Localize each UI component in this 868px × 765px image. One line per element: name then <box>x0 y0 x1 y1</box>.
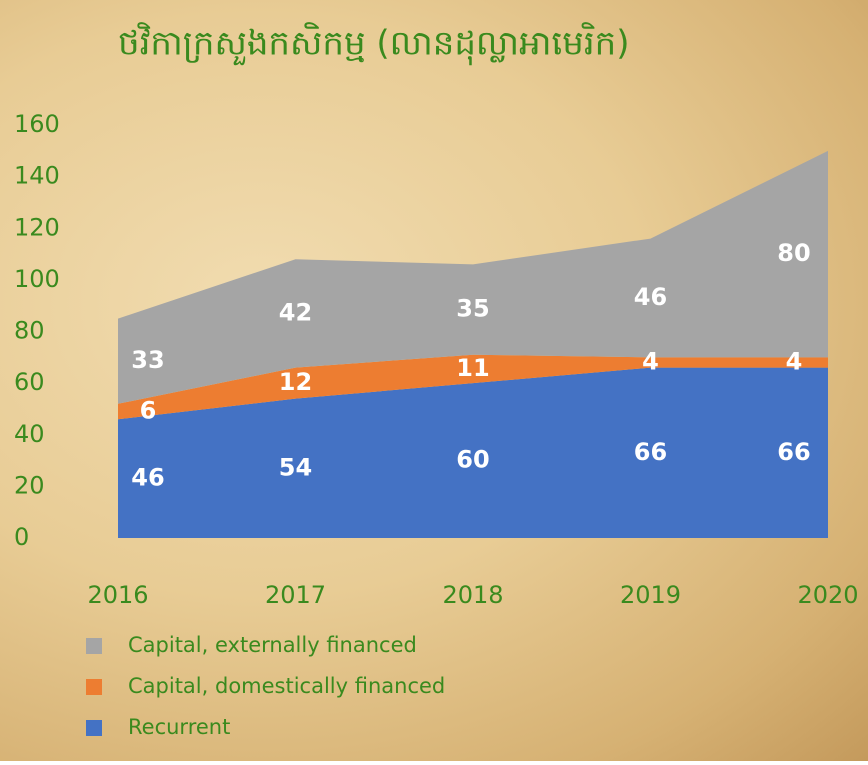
x-tick-label: 2017 <box>265 581 326 609</box>
data-label: 66 <box>777 438 810 466</box>
y-tick-label: 40 <box>14 420 45 448</box>
data-label: 80 <box>777 239 810 267</box>
y-tick-label: 160 <box>14 110 60 138</box>
chart: ថវិកាក្រសួងកសិកម្ម (លានដុល្លាអាមេរិក) 0 2… <box>0 0 868 761</box>
y-tick-label: 20 <box>14 471 45 499</box>
data-label: 46 <box>634 283 667 311</box>
legend-swatch <box>86 679 102 695</box>
data-label: 4 <box>786 347 803 375</box>
y-tick-label: 140 <box>14 162 60 190</box>
legend-label: Capital, externally financed <box>128 633 417 657</box>
x-tick-label: 2019 <box>620 581 681 609</box>
y-tick-label: 100 <box>14 265 60 293</box>
data-label: 35 <box>456 295 489 323</box>
data-label: 46 <box>131 464 164 492</box>
x-tick-label: 2018 <box>442 581 503 609</box>
y-tick-label: 0 <box>14 523 29 551</box>
data-label: 11 <box>456 354 489 382</box>
y-tick-label: 120 <box>14 213 60 241</box>
x-tick-label: 2016 <box>87 581 148 609</box>
legend-label: Recurrent <box>128 715 230 739</box>
data-label: 42 <box>279 298 312 326</box>
data-label: 6 <box>140 397 157 425</box>
data-label: 12 <box>279 368 312 396</box>
chart-title: ថវិកាក្រសួងកសិកម្ម (លានដុល្លាអាមេរិក) <box>118 22 629 66</box>
y-tick-label: 60 <box>14 368 45 396</box>
data-label: 4 <box>642 347 659 375</box>
legend-label: Capital, domestically financed <box>128 674 445 698</box>
page: ថវិកាក្រសួងកសិកម្ម (លានដុល្លាអាមេរិក) 0 2… <box>0 0 868 761</box>
legend-swatch <box>86 720 102 736</box>
data-label: 60 <box>456 446 489 474</box>
y-tick-label: 80 <box>14 317 45 345</box>
data-label: 54 <box>279 453 312 481</box>
data-label: 33 <box>131 346 164 374</box>
x-tick-label: 2020 <box>797 581 858 609</box>
legend-swatch <box>86 638 102 654</box>
data-label: 66 <box>634 438 667 466</box>
